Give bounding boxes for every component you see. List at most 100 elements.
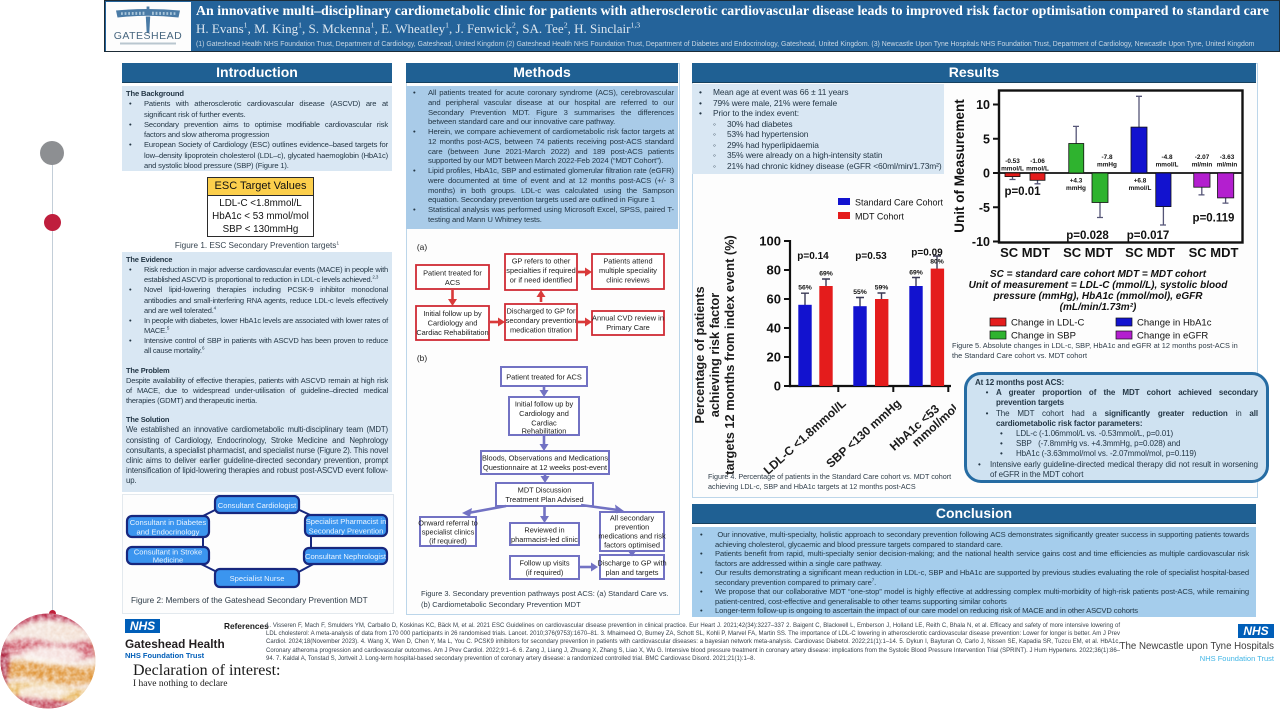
svg-text:pressure (mmHg), HbA1c (mmol/m: pressure (mmHg), HbA1c (mmol/mol), eGFR bbox=[993, 291, 1204, 302]
svg-text:Cardiac: Cardiac bbox=[531, 419, 557, 428]
svg-text:(b): (b) bbox=[417, 353, 427, 363]
svg-text:secondary prevention: secondary prevention bbox=[506, 316, 577, 325]
svg-text:medications and risk: medications and risk bbox=[598, 532, 666, 541]
svg-text:p=0.14: p=0.14 bbox=[797, 251, 829, 262]
svg-text:Initial follow up by: Initial follow up by bbox=[515, 400, 574, 409]
svg-text:100: 100 bbox=[759, 234, 781, 249]
svg-text:p=0.119: p=0.119 bbox=[1193, 213, 1235, 225]
svg-text:Discharge to GP with: Discharge to GP with bbox=[597, 559, 666, 568]
svg-text:SC = standard care cohort MDT: SC = standard care cohort MDT = MDT coho… bbox=[990, 269, 1207, 280]
svg-text:mmol/L: mmol/L bbox=[1001, 166, 1024, 173]
svg-text:80: 80 bbox=[767, 263, 781, 278]
svg-text:Change in HbA1c: Change in HbA1c bbox=[1137, 318, 1212, 329]
svg-text:-3.63: -3.63 bbox=[1220, 154, 1235, 161]
svg-text:Cardiology and: Cardiology and bbox=[519, 409, 569, 418]
svg-text:SC MDT: SC MDT bbox=[1189, 245, 1239, 260]
svg-text:pharmacist-led clinic: pharmacist-led clinic bbox=[511, 535, 578, 544]
svg-text:mmol/L: mmol/L bbox=[1026, 166, 1049, 173]
svg-text:+4.3: +4.3 bbox=[1070, 178, 1083, 185]
svg-text:+6.8: +6.8 bbox=[1134, 178, 1147, 185]
svg-text:specialist clinics: specialist clinics bbox=[422, 528, 475, 537]
svg-text:mmol/L: mmol/L bbox=[1129, 185, 1152, 192]
svg-text:All secondary: All secondary bbox=[610, 514, 655, 523]
svg-text:Bloods, Observations and Medic: Bloods, Observations and Medications bbox=[482, 454, 608, 463]
svg-text:p=0.017: p=0.017 bbox=[1127, 230, 1170, 242]
svg-text:0: 0 bbox=[774, 379, 781, 394]
svg-text:-4.8: -4.8 bbox=[1161, 154, 1172, 161]
svg-text:or if need identified: or if need identified bbox=[510, 276, 572, 285]
svg-text:Figure 4. Percentage of patien: Figure 4. Percentage of patients in the … bbox=[708, 472, 951, 481]
svg-text:Patient treated for ACS: Patient treated for ACS bbox=[506, 373, 582, 382]
svg-text:Follow up visits: Follow up visits bbox=[519, 559, 569, 568]
svg-text:GATESHEAD: GATESHEAD bbox=[114, 30, 182, 42]
svg-text:ml/min: ml/min bbox=[1192, 162, 1213, 169]
svg-text:Primary Care: Primary Care bbox=[606, 323, 650, 332]
svg-text:(b) Cardiometabolic Secondary: (b) Cardiometabolic Secondary Prevention… bbox=[421, 600, 581, 609]
svg-text:-10: -10 bbox=[972, 235, 990, 249]
svg-text:Specialist Pharmacist in: Specialist Pharmacist in bbox=[306, 517, 387, 526]
svg-text:p=0.01: p=0.01 bbox=[1004, 186, 1041, 198]
svg-text:p=0.09: p=0.09 bbox=[911, 248, 943, 259]
svg-text:(if required): (if required) bbox=[526, 568, 564, 577]
svg-text:medication titration: medication titration bbox=[510, 326, 572, 335]
svg-text:55%: 55% bbox=[853, 289, 867, 296]
svg-text:(a): (a) bbox=[417, 242, 427, 252]
svg-text:Change in LDL-C: Change in LDL-C bbox=[1011, 318, 1085, 329]
svg-text:Unit of Measurement: Unit of Measurement bbox=[952, 99, 967, 233]
svg-text:MDT Discussion: MDT Discussion bbox=[518, 486, 572, 495]
svg-text:Onward referral to: Onward referral to bbox=[418, 519, 478, 528]
svg-text:Rehabilitation: Rehabilitation bbox=[522, 427, 567, 436]
svg-text:-1.06: -1.06 bbox=[1030, 158, 1045, 165]
svg-text:-0.53: -0.53 bbox=[1005, 158, 1020, 165]
svg-text:10: 10 bbox=[976, 98, 990, 112]
svg-text:0: 0 bbox=[983, 167, 990, 181]
svg-text:SC MDT: SC MDT bbox=[1000, 245, 1050, 260]
svg-text:mmHg: mmHg bbox=[1066, 185, 1086, 192]
svg-text:5: 5 bbox=[983, 132, 990, 146]
svg-text:achieving risk factor: achieving risk factor bbox=[707, 293, 722, 417]
svg-text:Patients attend: Patients attend bbox=[603, 257, 652, 266]
svg-text:Medicine: Medicine bbox=[153, 556, 183, 565]
svg-text:specialties if required: specialties if required bbox=[506, 266, 575, 275]
svg-text:56%: 56% bbox=[798, 285, 812, 292]
svg-text:Questionnaire at 12 weeks post: Questionnaire at 12 weeks post-event bbox=[483, 463, 607, 472]
svg-text:80%: 80% bbox=[930, 259, 944, 266]
svg-text:Consultant in Stroke: Consultant in Stroke bbox=[134, 548, 202, 557]
svg-text:(mL/min/1.73m²): (mL/min/1.73m²) bbox=[1060, 302, 1137, 313]
svg-text:prevention: prevention bbox=[615, 523, 650, 532]
svg-text:plan and targets: plan and targets bbox=[605, 568, 658, 577]
svg-text:20: 20 bbox=[767, 350, 781, 365]
svg-text:SC MDT: SC MDT bbox=[1125, 245, 1175, 260]
svg-text:Consultant Nephrologist: Consultant Nephrologist bbox=[305, 552, 387, 561]
svg-text:Secondary Prevention: Secondary Prevention bbox=[309, 527, 384, 536]
svg-text:-7.8: -7.8 bbox=[1101, 154, 1112, 161]
svg-text:Consultant Cardiologist: Consultant Cardiologist bbox=[218, 501, 297, 510]
svg-text:-2.07: -2.07 bbox=[1195, 154, 1210, 161]
svg-text:clinic reviews: clinic reviews bbox=[606, 276, 650, 285]
svg-text:Reviewed in: Reviewed in bbox=[524, 526, 564, 535]
svg-text:40: 40 bbox=[767, 321, 781, 336]
svg-text:(if required): (if required) bbox=[429, 537, 467, 546]
svg-text:Patient treated for: Patient treated for bbox=[423, 269, 482, 278]
svg-text:Figure 3. Secondary prevention: Figure 3. Secondary prevention pathways … bbox=[421, 589, 669, 598]
svg-text:the Standard Care cohort vs. M: the Standard Care cohort vs. MDT cohort bbox=[952, 351, 1087, 360]
svg-text:Specialist Nurse: Specialist Nurse bbox=[230, 574, 285, 583]
svg-text:and Endocrinology: and Endocrinology bbox=[137, 528, 200, 537]
svg-text:p=0.028: p=0.028 bbox=[1066, 230, 1109, 242]
svg-text:Initial follow up by: Initial follow up by bbox=[423, 309, 482, 318]
svg-text:Annual CVD review in: Annual CVD review in bbox=[592, 314, 664, 323]
svg-text:p=0.53: p=0.53 bbox=[855, 251, 887, 262]
svg-text:factors optimised: factors optimised bbox=[604, 541, 660, 550]
svg-text:achieving LDL-c, SBP and HbA1c: achieving LDL-c, SBP and HbA1c targets a… bbox=[708, 482, 916, 491]
svg-text:60: 60 bbox=[767, 292, 781, 307]
svg-text:ACS: ACS bbox=[445, 278, 460, 287]
svg-text:Consultant in Diabetes: Consultant in Diabetes bbox=[130, 518, 207, 527]
svg-text:Cardiac Rehabilitation: Cardiac Rehabilitation bbox=[416, 328, 488, 337]
svg-text:targets 12 months from index e: targets 12 months from index event (%) bbox=[722, 235, 737, 475]
svg-text:Change in eGFR: Change in eGFR bbox=[1137, 331, 1208, 342]
svg-text:GP refers to other: GP refers to other bbox=[512, 257, 571, 266]
svg-text:SC MDT: SC MDT bbox=[1063, 245, 1113, 260]
svg-text:Discharged to GP for: Discharged to GP for bbox=[507, 307, 576, 316]
svg-text:Change in SBP: Change in SBP bbox=[1011, 331, 1076, 342]
svg-text:ml/min: ml/min bbox=[1217, 162, 1238, 169]
